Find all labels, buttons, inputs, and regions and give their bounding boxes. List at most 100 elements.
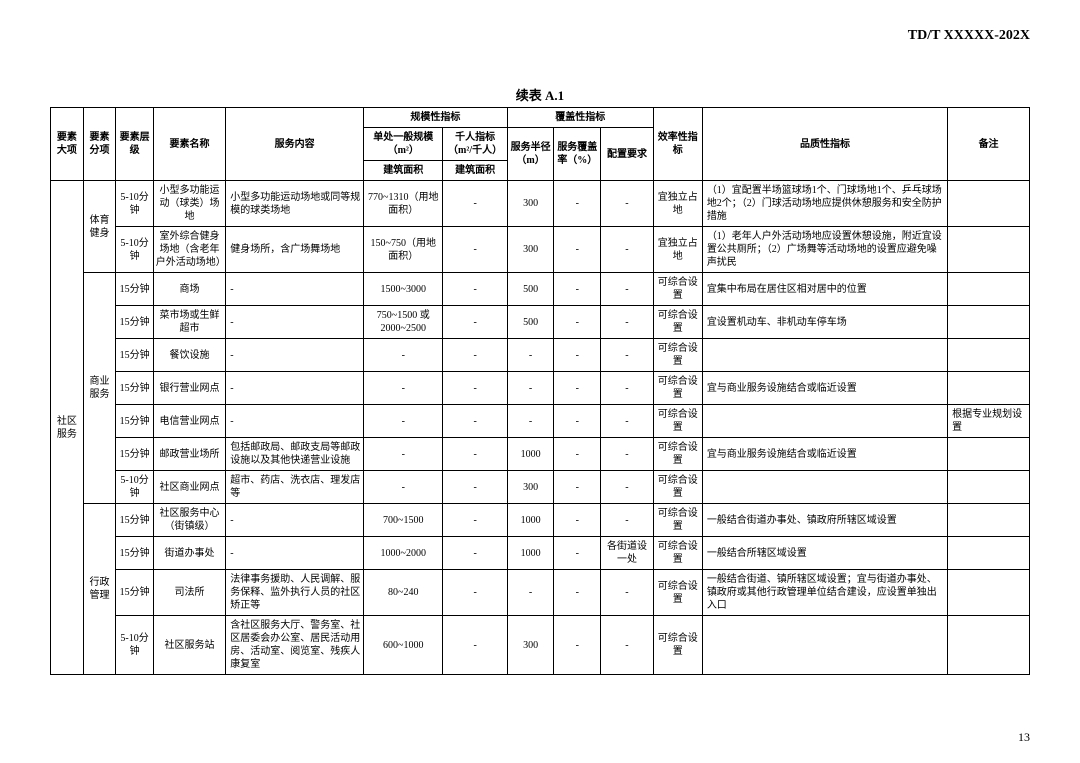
cell-content: 小型多功能运动场地或同等规模的球类场地: [226, 181, 364, 227]
cell-remark: [948, 227, 1030, 273]
cell-content: 健身场所，含广场舞场地: [226, 227, 364, 273]
cell-radius: 1000: [507, 537, 554, 570]
cell-name: 社区服务中心（街镇级）: [153, 504, 225, 537]
cell-rate: -: [554, 339, 601, 372]
cell-name: 餐饮设施: [153, 339, 225, 372]
cell-per1000: -: [443, 405, 507, 438]
cell-eff: 可综合设置: [653, 273, 702, 306]
cell-scale: -: [364, 372, 443, 405]
cell-radius: 300: [507, 616, 554, 675]
cell-level: 15分钟: [116, 339, 153, 372]
cell-quality: [702, 339, 947, 372]
cell-content: -: [226, 504, 364, 537]
th-remark: 备注: [948, 108, 1030, 181]
th-rate: 服务覆盖率（%）: [554, 128, 601, 181]
cell-config: 各街道设一处: [601, 537, 654, 570]
table-row: 5-10分钟室外综合健身场地（含老年户外活动场地）健身场所，含广场舞场地150~…: [51, 227, 1030, 273]
cell-name: 社区服务站: [153, 616, 225, 675]
cell-level: 5-10分钟: [116, 227, 153, 273]
cell-quality: 一般结合街道办事处、镇政府所辖区域设置: [702, 504, 947, 537]
cell-radius: 1000: [507, 504, 554, 537]
cell-level: 5-10分钟: [116, 616, 153, 675]
cell-name: 商场: [153, 273, 225, 306]
page-number: 13: [1018, 730, 1030, 745]
cell-rate: -: [554, 570, 601, 616]
cell-content: 含社区服务大厅、警务室、社区居委会办公室、居民活动用房、活动室、阅览室、残疾人康…: [226, 616, 364, 675]
cell-rate: -: [554, 471, 601, 504]
cell-rate: -: [554, 306, 601, 339]
table-row: 5-10分钟社区服务站含社区服务大厅、警务室、社区居委会办公室、居民活动用房、活…: [51, 616, 1030, 675]
cell-radius: 300: [507, 181, 554, 227]
cell-remark: [948, 570, 1030, 616]
cell-radius: 300: [507, 471, 554, 504]
cell-per1000: -: [443, 616, 507, 675]
cell-level: 15分钟: [116, 405, 153, 438]
table-row: 社区服务体育健身5-10分钟小型多功能运动（球类）场地小型多功能运动场地或同等规…: [51, 181, 1030, 227]
cell-eff: 可综合设置: [653, 570, 702, 616]
th-building2: 建筑面积: [443, 161, 507, 181]
cell-scale: 80~240: [364, 570, 443, 616]
cell-quality: 一般结合所辖区域设置: [702, 537, 947, 570]
cell-name: 室外综合健身场地（含老年户外活动场地）: [153, 227, 225, 273]
cell-per1000: -: [443, 471, 507, 504]
cell-remark: [948, 616, 1030, 675]
cell-remark: [948, 471, 1030, 504]
cell-remark: [948, 306, 1030, 339]
cell-name: 菜市场或生鲜超市: [153, 306, 225, 339]
cell-quality: 宜与商业服务设施结合或临近设置: [702, 372, 947, 405]
cell-eff: 宜独立占地: [653, 227, 702, 273]
cell-content: -: [226, 273, 364, 306]
th-coverage-group: 覆盖性指标: [507, 108, 653, 128]
cell-level: 15分钟: [116, 372, 153, 405]
document-code: TD/T XXXXX-202X: [908, 28, 1030, 44]
cell-quality: （1）宜配置半场篮球场1个、门球场地1个、乒乓球场地2个；（2）门球活动场地应提…: [702, 181, 947, 227]
table-row: 15分钟菜市场或生鲜超市-750~1500 或 2000~2500-500--可…: [51, 306, 1030, 339]
cell-quality: （1）老年人户外活动场地应设置休憩设施，附近宜设置公共厕所；（2）广场舞等活动场…: [702, 227, 947, 273]
cell-sub: 行政管理: [83, 504, 116, 675]
cell-rate: -: [554, 273, 601, 306]
cell-per1000: -: [443, 438, 507, 471]
cell-per1000: -: [443, 504, 507, 537]
th-efficiency: 效率性指标: [653, 108, 702, 181]
th-building: 建筑面积: [364, 161, 443, 181]
table-row: 15分钟电信营业网点------可综合设置根据专业规划设置: [51, 405, 1030, 438]
cell-eff: 可综合设置: [653, 372, 702, 405]
cell-radius: -: [507, 405, 554, 438]
cell-quality: 一般结合街道、镇所辖区域设置；宜与街道办事处、镇政府或其他行政管理单位结合建设，…: [702, 570, 947, 616]
cell-level: 5-10分钟: [116, 181, 153, 227]
cell-quality: [702, 405, 947, 438]
cell-remark: [948, 372, 1030, 405]
cell-rate: -: [554, 405, 601, 438]
cell-scale: 700~1500: [364, 504, 443, 537]
cell-radius: 500: [507, 306, 554, 339]
cell-remark: 根据专业规划设置: [948, 405, 1030, 438]
cell-config: -: [601, 616, 654, 675]
cell-scale: 770~1310（用地面积）: [364, 181, 443, 227]
cell-remark: [948, 339, 1030, 372]
cell-scale: -: [364, 438, 443, 471]
cell-content: 包括邮政局、邮政支局等邮政设施以及其他快递营业设施: [226, 438, 364, 471]
cell-level: 15分钟: [116, 273, 153, 306]
cell-rate: -: [554, 504, 601, 537]
cell-major: 社区服务: [51, 181, 84, 675]
cell-content: 法律事务援助、人民调解、服务保释、监外执行人员的社区矫正等: [226, 570, 364, 616]
cell-remark: [948, 273, 1030, 306]
cell-per1000: -: [443, 181, 507, 227]
cell-rate: -: [554, 616, 601, 675]
cell-name: 街道办事处: [153, 537, 225, 570]
cell-per1000: -: [443, 227, 507, 273]
cell-config: -: [601, 372, 654, 405]
cell-level: 5-10分钟: [116, 471, 153, 504]
cell-content: -: [226, 372, 364, 405]
cell-per1000: -: [443, 570, 507, 616]
table-row: 15分钟街道办事处-1000~2000-1000-各街道设一处可综合设置一般结合…: [51, 537, 1030, 570]
cell-config: -: [601, 306, 654, 339]
cell-name: 司法所: [153, 570, 225, 616]
cell-config: -: [601, 273, 654, 306]
th-quality: 品质性指标: [702, 108, 947, 181]
cell-content: -: [226, 405, 364, 438]
th-content: 服务内容: [226, 108, 364, 181]
cell-sub: 体育健身: [83, 181, 116, 273]
cell-config: -: [601, 339, 654, 372]
cell-rate: -: [554, 537, 601, 570]
